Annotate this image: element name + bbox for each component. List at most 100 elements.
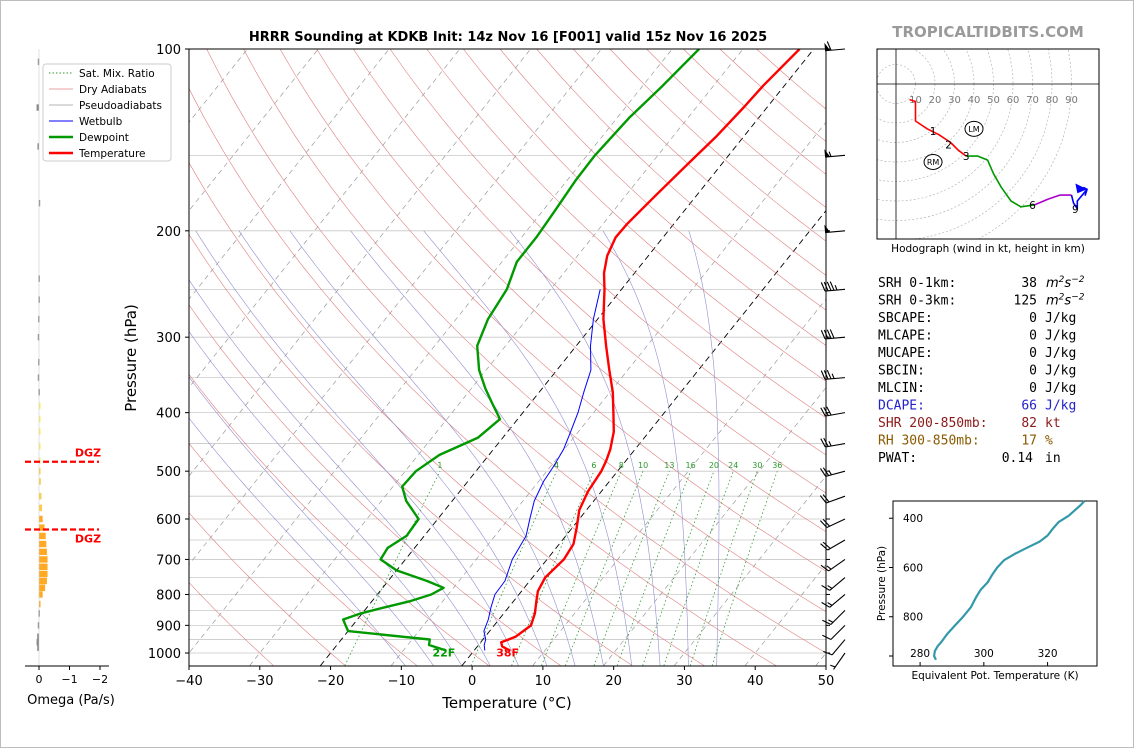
index-value: 0 [1029, 381, 1037, 396]
omega-bar [39, 577, 47, 585]
theta-e-line [933, 500, 1086, 661]
index-value: 0 [1029, 329, 1037, 344]
barb-half [828, 470, 832, 476]
hodo-ring-label: 40 [968, 95, 981, 106]
omega-bar [39, 563, 48, 571]
storm-motion-label-rm: RM [927, 158, 940, 167]
legend: Sat. Mix. Ratio Dry Adiabats Pseudoadiabat… [42, 63, 172, 162]
pseudo-adiabat [189, 279, 491, 666]
theta-e-frame [892, 500, 1098, 667]
wind-barbs [819, 41, 846, 670]
mixing-ratio-line [616, 471, 691, 666]
y-tick-label: 900 [156, 619, 181, 634]
index-label: SRH 0-3km: [878, 294, 956, 309]
wind-barb [820, 329, 846, 340]
dry-adiabat [463, 49, 826, 382]
wind-barb [819, 518, 846, 528]
skewt-data: 22F 38F [342, 49, 801, 659]
barb-staff [833, 652, 846, 670]
omega-x-tick-label: −1 [61, 673, 77, 686]
omega-bar [37, 333, 40, 341]
omega-bar [39, 591, 43, 598]
x-tick-label: 0 [468, 674, 476, 689]
theta-e-x-tick-label: 300 [974, 648, 994, 660]
mixing-ratio-line [663, 471, 734, 666]
index-value: 0.14 [1002, 451, 1033, 466]
y-tick-label: 300 [156, 331, 181, 346]
mixing-ratio-label: 10 [638, 461, 648, 470]
omega-axis-label: Omega (Pa/s) [27, 693, 115, 708]
wind-barb [821, 577, 846, 591]
legend-label: Wetbulb [79, 116, 123, 128]
index-value: 17 [1021, 434, 1037, 449]
index-unit: J/kg [1045, 364, 1076, 379]
mixing-ratio-line [593, 471, 670, 666]
mixing-ratio-label: 1 [437, 461, 442, 470]
hodo-height-label: 1 [930, 126, 937, 138]
hodo-ring-label: 70 [1026, 95, 1039, 106]
dry-adiabat [316, 49, 826, 533]
barb-full [826, 369, 832, 380]
hodo-arrowhead [1075, 183, 1088, 194]
omega-bar [38, 199, 41, 207]
omega-bar [39, 532, 46, 540]
barb-half [827, 585, 833, 589]
pseudo-adiabat [688, 230, 720, 666]
x-tick-label: −20 [317, 674, 344, 689]
barb-full [829, 281, 835, 291]
omega-bar [39, 524, 45, 531]
omega-bar [39, 428, 41, 435]
hodo-height-label: 2 [945, 139, 952, 151]
index-label: MLCIN: [878, 381, 925, 396]
index-label: SBCAPE: [878, 311, 933, 326]
y-tick-label: 100 [156, 43, 181, 58]
theta-e-y-tick-label: 400 [903, 513, 923, 525]
barb-full [823, 370, 829, 380]
barb-full [821, 601, 830, 608]
hodo-ring-label: 10 [909, 95, 922, 106]
barb-staff [825, 230, 846, 234]
mixing-ratio-line [344, 471, 441, 666]
omega-bar [39, 540, 47, 548]
surface-temperature-label: 38F [496, 646, 519, 659]
x-tick-label: 30 [676, 674, 693, 689]
hodo-inner: 10 20 30 40 50 60 70 80 90 123 6 9 LM RM [877, 49, 1099, 239]
omega-bar [39, 467, 41, 475]
omega-bar [37, 633, 39, 640]
wind-barb [822, 609, 846, 626]
barb-staff [825, 48, 846, 52]
barb-half [828, 151, 832, 157]
isotherm-line [319, 49, 815, 666]
barb-staff [826, 518, 846, 528]
storm-motion-marker-rm [923, 154, 943, 170]
barb-full [821, 584, 830, 591]
omega-bar [39, 556, 48, 563]
theta-e-x-tick-label: 320 [1038, 648, 1058, 660]
wind-barb [824, 149, 846, 158]
omega-bar [37, 58, 40, 65]
barb-full [820, 543, 829, 551]
indices-table: SRH 0-1km: 38 m2s−2 SRH 0-3km: 125 m2s−2 SBCAP… [878, 275, 1085, 466]
mixing-ratio-label: 6 [591, 461, 596, 470]
mixing-ratio-line [564, 471, 644, 666]
storm-motion-marker-lm [964, 120, 984, 137]
omega-bar [39, 570, 48, 578]
barb-half [827, 602, 833, 606]
hodo-ring-label: 60 [1007, 95, 1020, 106]
isotherm-line [461, 209, 826, 666]
omega-bar [37, 644, 39, 651]
wind-barb [830, 652, 846, 670]
skewt-frame [188, 48, 827, 667]
wind-barb [822, 624, 846, 640]
omega-x-tick-label: 0 [36, 673, 43, 686]
dry-adiabat [189, 443, 418, 666]
hodo-title: Hodograph (wind in kt, height in km) [891, 243, 1085, 255]
pseudo-adiabat [189, 417, 406, 666]
wind-barb [820, 369, 846, 380]
x-tick-label: 20 [605, 674, 622, 689]
hodo-ring-label: 50 [987, 95, 1000, 106]
barb-full [820, 370, 826, 380]
index-value: 0 [1029, 311, 1037, 326]
barb-full [820, 282, 826, 292]
